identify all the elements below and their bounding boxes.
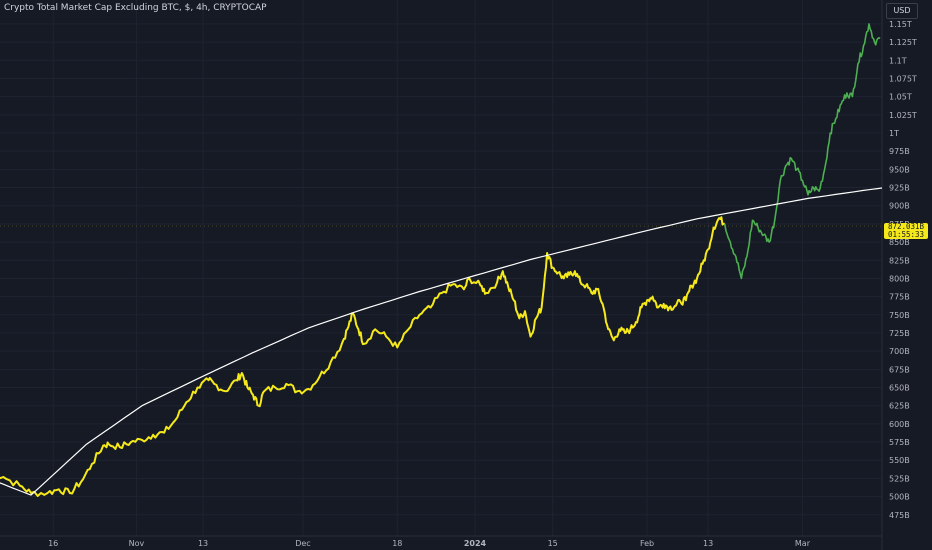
y-tick-label: 575B <box>889 438 910 447</box>
x-tick-label: 16 <box>48 539 58 548</box>
y-tick-label: 625B <box>889 402 910 411</box>
trend-curve <box>0 187 882 496</box>
y-tick-label: 1T <box>889 129 899 138</box>
last-price-value: 872.031B <box>887 222 925 231</box>
y-tick-label: 550B <box>889 456 910 465</box>
series-group <box>0 23 882 497</box>
y-tick-label: 1.1T <box>889 56 907 65</box>
x-tick-label: 15 <box>548 539 558 548</box>
y-tick-label: 700B <box>889 347 910 356</box>
y-tick-label: 725B <box>889 329 910 338</box>
x-tick-label: Feb <box>640 539 654 548</box>
y-tick-label: 525B <box>889 474 910 483</box>
last-price-tag: 872.031B 01:55:33 <box>884 223 928 239</box>
chart-title: Crypto Total Market Cap Excluding BTC, $… <box>4 3 267 13</box>
y-tick-label: 800B <box>889 274 910 283</box>
x-tick-label: 13 <box>703 539 713 548</box>
y-tick-label: 750B <box>889 311 910 320</box>
currency-button[interactable]: USD <box>886 3 918 19</box>
y-tick-label: 925B <box>889 184 910 193</box>
x-tick-label: 13 <box>198 539 208 548</box>
y-tick-label: 500B <box>889 493 910 502</box>
y-tick-label: 1.025T <box>889 111 917 120</box>
x-tick-label: Nov <box>129 539 145 548</box>
y-tick-label: 950B <box>889 165 910 174</box>
y-tick-label: 1.05T <box>889 93 912 102</box>
y-tick-label: 600B <box>889 420 910 429</box>
y-tick-label: 850B <box>889 238 910 247</box>
y-tick-label: 1.075T <box>889 74 917 83</box>
candle-countdown: 01:55:33 <box>887 230 925 239</box>
x-tick-label: Mar <box>795 539 811 548</box>
y-tick-label: 1.125T <box>889 38 917 47</box>
y-tick-label: 900B <box>889 202 910 211</box>
x-tick-label: 18 <box>392 539 402 548</box>
y-tick-label: 475B <box>889 511 910 520</box>
price-series-yellow <box>0 216 725 497</box>
x-tick-label: Dec <box>295 539 310 548</box>
y-tick-label: 650B <box>889 384 910 393</box>
y-tick-label: 1.15T <box>889 20 912 29</box>
y-tick-label: 675B <box>889 365 910 374</box>
y-tick-label: 775B <box>889 293 910 302</box>
price-series-green <box>724 23 881 280</box>
y-tick-label: 825B <box>889 256 910 265</box>
y-tick-label: 975B <box>889 147 910 156</box>
x-tick-label: 2024 <box>464 539 487 548</box>
